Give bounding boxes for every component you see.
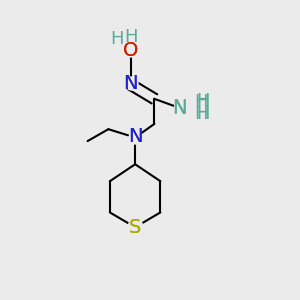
Text: N: N: [172, 99, 187, 118]
Text: S: S: [129, 218, 141, 237]
Text: H: H: [196, 105, 210, 123]
Text: N: N: [128, 127, 142, 146]
Text: O: O: [123, 41, 138, 60]
Text: N: N: [172, 98, 187, 117]
Text: H: H: [124, 28, 137, 46]
Text: O: O: [123, 41, 138, 60]
Text: H: H: [194, 93, 208, 111]
Text: H: H: [196, 92, 210, 110]
Text: N: N: [123, 74, 138, 93]
Text: N: N: [123, 74, 138, 93]
Text: H: H: [194, 105, 208, 123]
Text: H: H: [111, 29, 124, 47]
Text: S: S: [129, 218, 141, 237]
Text: N: N: [128, 127, 142, 146]
